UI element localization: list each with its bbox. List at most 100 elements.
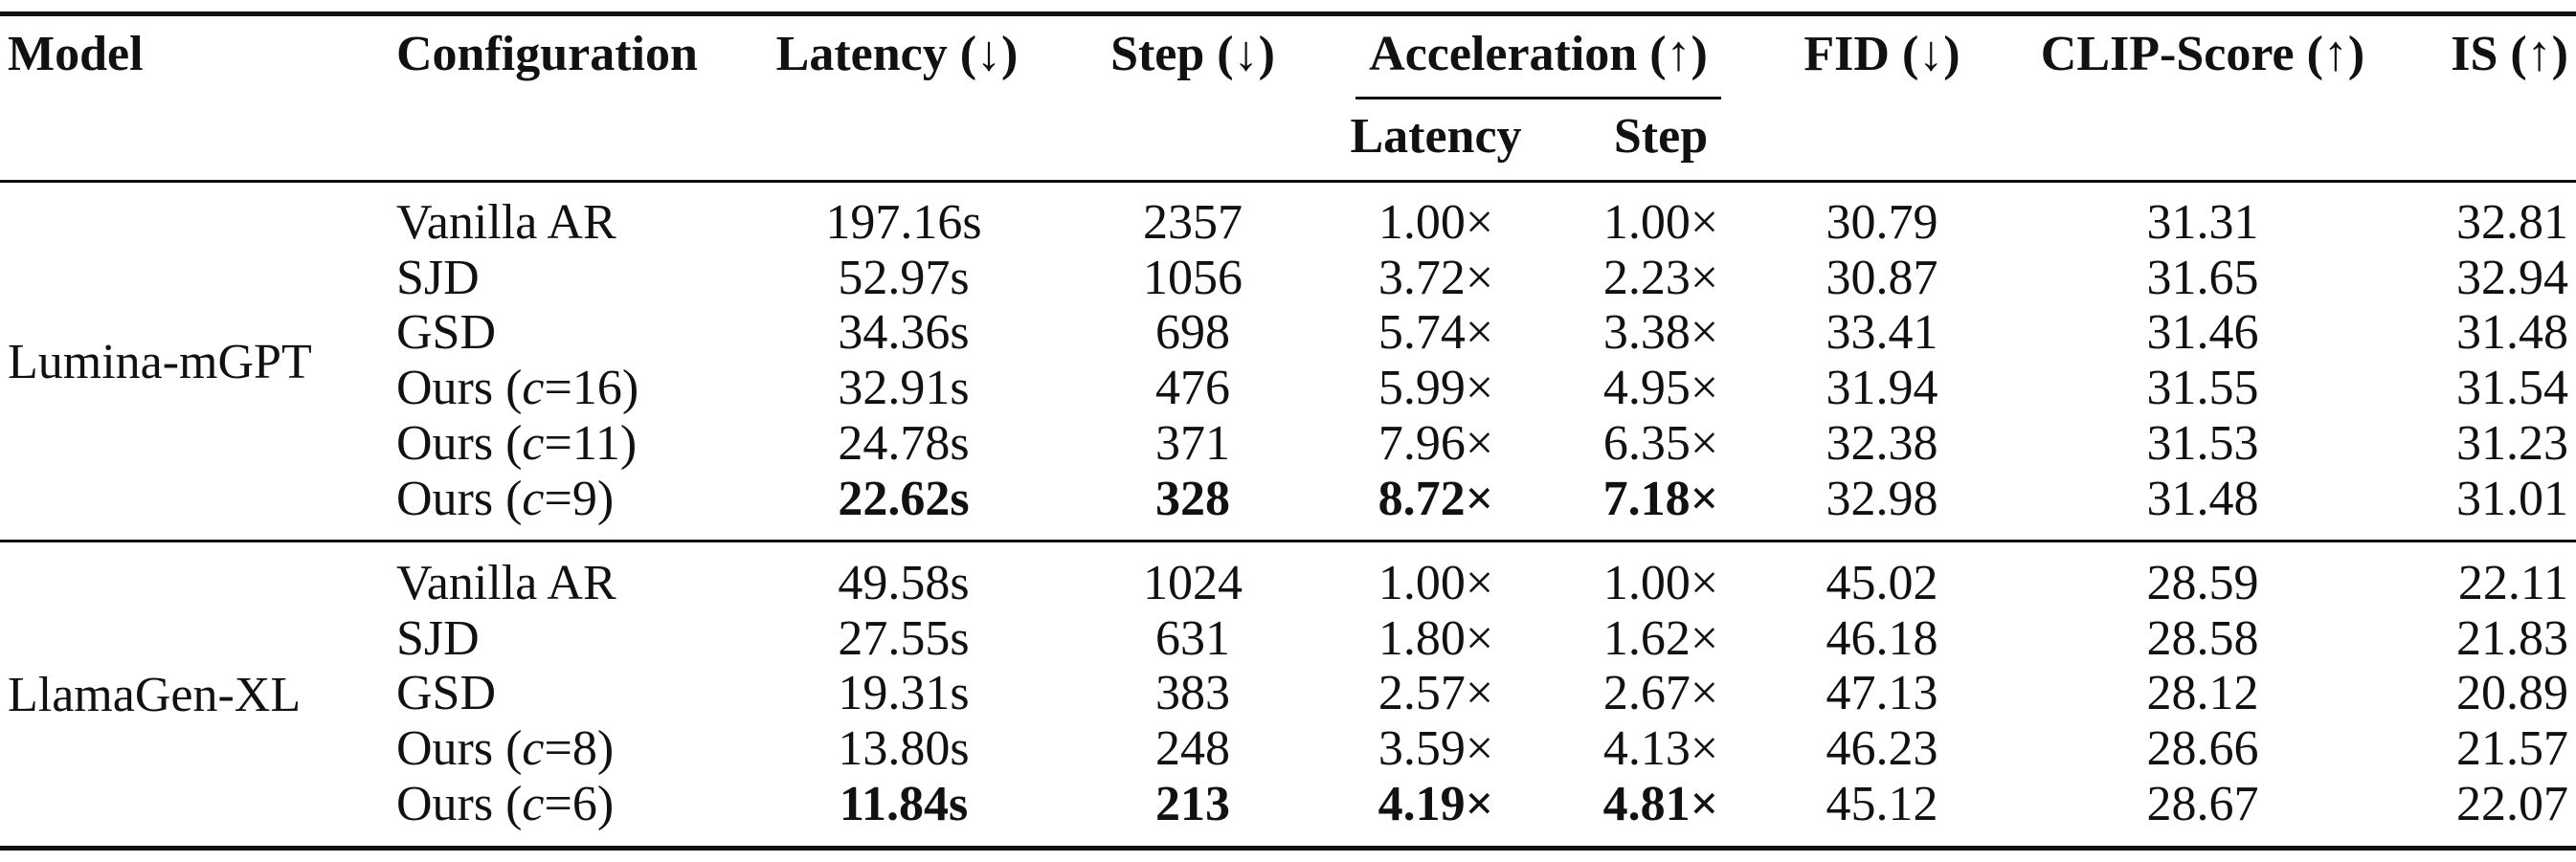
latency-cell: 13.80s	[838, 721, 970, 777]
fid-cell: 47.13	[1826, 666, 1938, 721]
configuration-cell: Ours (c=8)	[396, 721, 614, 777]
header-latency: Latency (↓)	[775, 27, 1019, 81]
acc-lat-cell: 1.00×	[1378, 556, 1494, 610]
is-cell: 21.83	[2456, 610, 2568, 666]
top-rule	[0, 11, 2576, 16]
acc-step-cell: 7.18×	[1602, 471, 1719, 526]
acc-step-cell: 3.38×	[1602, 305, 1719, 361]
model-name: Lumina-mGPT	[8, 335, 312, 389]
step-cell: 248	[1155, 721, 1230, 777]
clip-cell: 28.67	[2146, 776, 2259, 831]
is-cell: 21.57	[2456, 721, 2568, 777]
acc-step-cell: 2.23×	[1602, 250, 1719, 305]
is-cell: 22.11	[2457, 556, 2568, 610]
config-variable: c	[522, 471, 545, 526]
acc-step-cell: 4.95×	[1602, 361, 1719, 416]
configuration-cell: GSD	[396, 305, 497, 361]
is-cell: 31.54	[2456, 361, 2568, 416]
clip-cell: 31.53	[2146, 415, 2259, 471]
clip-cell: 28.59	[2146, 556, 2259, 610]
acc-step-cell: 1.00×	[1602, 195, 1719, 250]
latency-cell: 24.78s	[838, 415, 970, 471]
acc-lat-cell: 7.96×	[1378, 415, 1494, 471]
configuration-cell: Ours (c=9)	[396, 472, 614, 527]
acc-lat-cell: 1.80×	[1378, 610, 1494, 666]
config-suffix: =9)	[544, 471, 615, 526]
header-acc-step: Step	[1613, 109, 1709, 164]
fid-cell: 46.18	[1826, 610, 1938, 666]
is-cell: 31.48	[2456, 305, 2568, 361]
step-cell: 2357	[1143, 195, 1243, 250]
config-prefix: Ours (	[396, 776, 523, 831]
fid-cell: 30.79	[1826, 195, 1938, 250]
clip-cell: 31.31	[2146, 195, 2259, 250]
fid-cell: 33.41	[1826, 305, 1938, 361]
latency-cell: 52.97s	[838, 250, 970, 305]
fid-cell: 32.38	[1826, 415, 1938, 471]
latency-cell: 22.62s	[838, 471, 970, 526]
acc-lat-cell: 8.72×	[1378, 471, 1494, 526]
header-is: IS (↑)	[2451, 27, 2568, 81]
fid-cell: 45.02	[1826, 556, 1938, 610]
is-cell: 20.89	[2456, 666, 2568, 721]
config-variable: c	[522, 361, 545, 416]
fid-cell: 31.94	[1826, 361, 1938, 416]
config-prefix: Ours (	[396, 471, 523, 526]
config-variable: c	[522, 721, 545, 777]
clip-cell: 28.12	[2146, 666, 2259, 721]
fid-cell: 32.98	[1826, 471, 1938, 526]
step-cell: 476	[1155, 361, 1230, 416]
acc-lat-cell: 2.57×	[1378, 666, 1494, 721]
fid-cell: 30.87	[1826, 250, 1938, 305]
step-cell: 698	[1155, 305, 1230, 361]
config-suffix: =16)	[544, 361, 639, 416]
acceleration-subrule	[1355, 97, 1721, 99]
acc-step-cell: 2.67×	[1602, 666, 1719, 721]
config-variable: c	[522, 776, 545, 831]
config-suffix: =11)	[544, 415, 638, 471]
clip-cell: 31.55	[2146, 361, 2259, 416]
fid-cell: 46.23	[1826, 721, 1938, 777]
config-suffix: =8)	[544, 721, 615, 777]
configuration-cell: GSD	[396, 666, 497, 721]
group-separator-rule	[0, 540, 2576, 542]
acc-step-cell: 4.13×	[1602, 721, 1719, 777]
header-bottom-rule	[0, 180, 2576, 183]
latency-cell: 49.58s	[838, 556, 970, 610]
config-prefix: Ours (	[396, 361, 523, 416]
header-configuration: Configuration	[396, 27, 698, 81]
latency-cell: 11.84s	[839, 776, 969, 831]
latency-cell: 19.31s	[838, 666, 970, 721]
acc-lat-cell: 4.19×	[1378, 776, 1494, 831]
acc-lat-cell: 3.59×	[1378, 721, 1494, 777]
is-cell: 31.01	[2456, 471, 2568, 526]
step-cell: 383	[1155, 666, 1230, 721]
acc-lat-cell: 5.99×	[1378, 361, 1494, 416]
header-model: Model	[8, 27, 144, 81]
acc-step-cell: 4.81×	[1602, 776, 1719, 831]
is-cell: 31.23	[2456, 415, 2568, 471]
step-cell: 1056	[1143, 250, 1243, 305]
bottom-rule	[0, 846, 2576, 851]
is-cell: 32.81	[2456, 195, 2568, 250]
latency-cell: 197.16s	[825, 195, 982, 250]
step-cell: 631	[1155, 610, 1230, 666]
config-prefix: Ours (	[396, 721, 523, 777]
configuration-cell: Vanilla AR	[396, 195, 616, 250]
latency-cell: 27.55s	[838, 610, 970, 666]
acc-lat-cell: 3.72×	[1378, 250, 1494, 305]
is-cell: 22.07	[2456, 776, 2568, 831]
clip-cell: 28.58	[2146, 610, 2259, 666]
configuration-cell: Vanilla AR	[396, 556, 616, 610]
model-name: LlamaGen-XL	[8, 668, 302, 722]
config-variable: c	[522, 415, 545, 471]
is-cell: 32.94	[2456, 250, 2568, 305]
clip-cell: 31.48	[2146, 471, 2259, 526]
step-cell: 1024	[1143, 556, 1243, 610]
latency-cell: 32.91s	[838, 361, 970, 416]
clip-cell: 31.46	[2146, 305, 2259, 361]
header-step: Step (↓)	[1110, 27, 1275, 81]
configuration-cell: Ours (c=16)	[396, 361, 638, 416]
step-cell: 371	[1155, 415, 1230, 471]
acc-step-cell: 6.35×	[1602, 415, 1719, 471]
